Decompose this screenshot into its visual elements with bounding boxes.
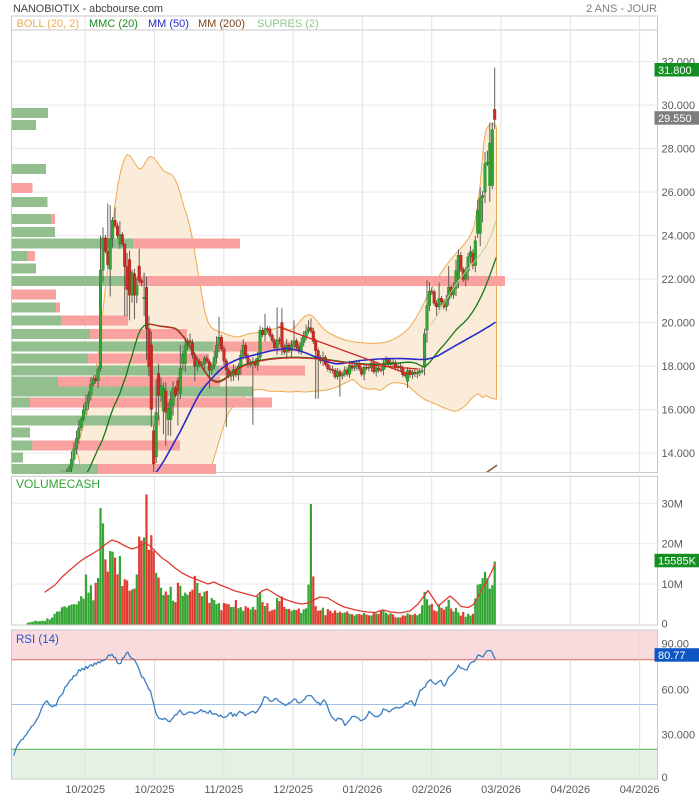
svg-text:29.550: 29.550 (658, 113, 692, 125)
svg-text:10/2025: 10/2025 (135, 784, 175, 796)
svg-text:MM (200): MM (200) (198, 18, 245, 30)
svg-text:26.000: 26.000 (662, 187, 696, 199)
svg-text:0: 0 (662, 619, 668, 631)
svg-text:BOLL (20, 2): BOLL (20, 2) (17, 18, 80, 30)
svg-text:03/2026: 03/2026 (481, 784, 521, 796)
svg-text:14.000: 14.000 (662, 448, 696, 460)
svg-text:28.000: 28.000 (662, 144, 696, 156)
svg-text:60.00: 60.00 (662, 685, 690, 697)
svg-text:12/2025: 12/2025 (273, 784, 313, 796)
svg-text:04/2026: 04/2026 (620, 784, 660, 796)
svg-text:SUPRES (2): SUPRES (2) (257, 18, 319, 30)
svg-text:MMC (20): MMC (20) (89, 18, 138, 30)
svg-text:30M: 30M (662, 498, 683, 510)
svg-text:2 ANS - JOUR: 2 ANS - JOUR (586, 3, 657, 15)
svg-text:0: 0 (662, 772, 668, 784)
svg-text:15585K: 15585K (658, 556, 697, 568)
svg-text:VOLUMECASH: VOLUMECASH (16, 477, 100, 491)
svg-text:01/2026: 01/2026 (343, 784, 383, 796)
svg-text:18.000: 18.000 (662, 361, 696, 373)
svg-text:22.000: 22.000 (662, 274, 696, 286)
svg-text:MM (50): MM (50) (148, 18, 189, 30)
svg-text:20.000: 20.000 (662, 318, 696, 330)
svg-text:24.000: 24.000 (662, 231, 696, 243)
svg-text:11/2025: 11/2025 (204, 784, 243, 796)
svg-text:10M: 10M (662, 579, 683, 591)
svg-text:NANOBIOTIX - abcbourse.com: NANOBIOTIX - abcbourse.com (13, 3, 163, 15)
svg-text:04/2026: 04/2026 (550, 784, 590, 796)
svg-text:80.77: 80.77 (658, 650, 686, 662)
svg-text:30.000: 30.000 (662, 100, 696, 112)
svg-text:RSI (14): RSI (14) (16, 634, 59, 646)
svg-text:20M: 20M (662, 539, 683, 551)
svg-text:02/2026: 02/2026 (412, 784, 452, 796)
svg-text:30.000: 30.000 (662, 729, 696, 741)
svg-text:16.000: 16.000 (662, 405, 696, 417)
svg-text:10/2025: 10/2025 (65, 784, 105, 796)
svg-text:31.800: 31.800 (658, 65, 692, 77)
